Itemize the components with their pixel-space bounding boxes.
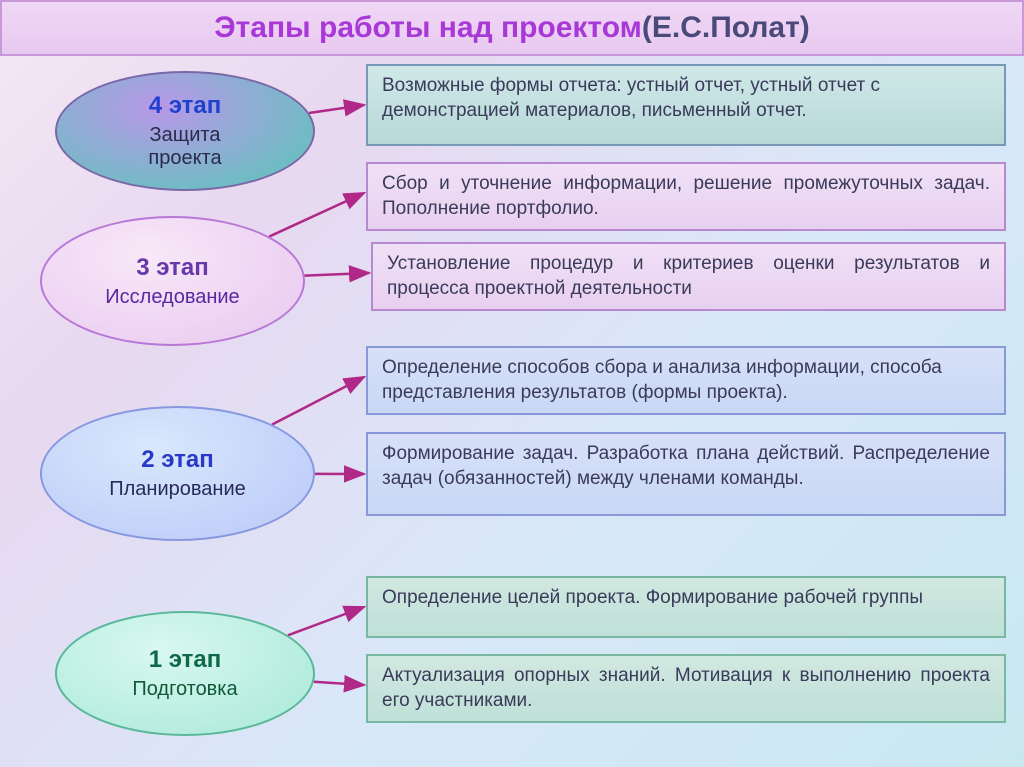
stage3-num: 3 этап [136,254,209,282]
box2a: Определение способов сбора и анализа инф… [366,346,1006,415]
stage2-num: 2 этап [141,446,214,474]
box2b: Формирование задач. Разработка плана дей… [366,432,1006,516]
stage2: 2 этап Планирование [40,406,315,541]
stage1-label: Подготовка [132,678,237,701]
box3a: Сбор и уточнение информации, решение про… [366,162,1006,231]
title-sub: (Е.С.Полат) [642,11,810,45]
box4a: Возможные формы отчета: устный отчет, ус… [366,64,1006,146]
stage2-label: Планирование [109,478,246,501]
stage3: 3 этап Исследование [40,216,305,346]
arrow-stage2-box2a [272,377,364,425]
stage3-label: Исследование [105,286,239,309]
box3b: Установление процедур и критериев оценки… [371,242,1006,311]
stage4-num: 4 этап [149,92,222,120]
arrow-stage1-box1a [288,607,364,635]
arrow-stage3-box3a [269,193,364,237]
stage1: 1 этап Подготовка [55,611,315,736]
title-bar: Этапы работы над проектом (Е.С.Полат) [0,0,1024,56]
arrow-stage1-box1b [314,682,364,685]
title-main: Этапы работы над проектом [214,11,642,45]
diagram-area: 4 этап Защита проекта 3 этап Исследование 2 … [0,56,1024,767]
box1a: Определение целей проекта. Формирование … [366,576,1006,638]
stage1-num: 1 этап [149,646,222,674]
stage4-label: Защита проекта [148,124,221,170]
box1b: Актуализация опорных знаний. Мотивация к… [366,654,1006,723]
arrow-stage4-box4a [309,105,364,113]
arrow-stage3-box3b [305,273,369,276]
stage4: 4 этап Защита проекта [55,71,315,191]
